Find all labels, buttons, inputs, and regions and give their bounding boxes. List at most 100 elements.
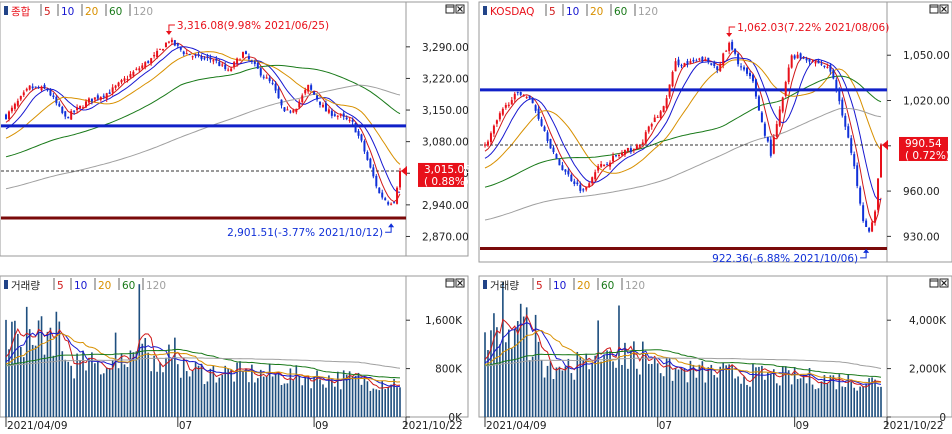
restore-window-button[interactable]	[445, 278, 455, 288]
candle-body	[790, 55, 793, 68]
volume-legend-ma-120: 120	[625, 280, 645, 292]
candle-body	[354, 123, 357, 133]
volume-bar	[283, 383, 286, 417]
candle-body	[522, 95, 525, 97]
volume-bar	[396, 387, 398, 417]
candle-body	[215, 59, 218, 61]
candle-body	[64, 111, 67, 117]
volume-bar	[710, 364, 713, 417]
candle-body	[135, 68, 138, 70]
volume-bar	[138, 284, 141, 417]
restore-window-button[interactable]	[929, 278, 939, 288]
volume-bar	[67, 361, 70, 417]
volume-bar	[680, 367, 683, 417]
candle-body	[653, 117, 656, 122]
volume-bar	[689, 360, 692, 417]
candle-body	[176, 43, 179, 46]
volume-bar	[298, 375, 301, 417]
volume-bar	[591, 363, 594, 417]
last-price-pointer	[401, 165, 407, 176]
candle-body	[617, 155, 620, 157]
candle-body	[182, 51, 185, 55]
volume-bar	[94, 363, 96, 417]
volume-bar	[844, 386, 847, 417]
candle-body	[766, 137, 769, 142]
close-window-button[interactable]	[939, 278, 949, 288]
volume-bar	[770, 374, 772, 417]
volume-ma-line	[5, 331, 401, 388]
close-window-button[interactable]	[455, 278, 465, 288]
volume-bar	[537, 341, 540, 417]
volume-bar	[99, 374, 102, 417]
date-tick-label: 2021/04/09	[7, 420, 68, 432]
volume-bar	[227, 368, 229, 417]
volume-bar	[188, 376, 191, 417]
candle-body	[576, 182, 579, 185]
legend-marker-icon	[4, 6, 8, 15]
volume-bar	[105, 367, 108, 417]
volume-legend-ma-5: 5	[57, 280, 64, 292]
candle-body	[606, 164, 609, 166]
volume-bar	[79, 359, 81, 417]
volume-bar	[20, 347, 22, 417]
candle-body	[510, 100, 513, 105]
volume-bar	[841, 386, 844, 417]
price-tick-label: 960.00	[903, 186, 940, 198]
volume-bar	[375, 389, 378, 417]
candle-body	[67, 116, 70, 119]
candle-body	[573, 181, 576, 184]
volume-bar	[588, 369, 591, 417]
candle-body	[164, 42, 167, 48]
volume-bar	[832, 375, 835, 417]
volume-bar	[513, 328, 516, 417]
last-price-change: ( 0.72%)	[905, 150, 950, 162]
volume-bar	[627, 368, 629, 417]
volume-bar	[271, 376, 274, 417]
legend-ma-120: 120	[133, 6, 153, 18]
candle-body	[734, 48, 737, 54]
volume-bar	[313, 376, 315, 417]
restore-window-button[interactable]	[929, 4, 939, 14]
volume-bar	[644, 353, 647, 417]
volume-bar	[781, 366, 784, 417]
candle-body	[295, 108, 298, 113]
volume-bar	[328, 375, 330, 417]
price-legend: KOSDAQ 5 10 20 60 120	[483, 4, 658, 18]
volume-bar	[390, 384, 392, 417]
volume-bar	[576, 351, 579, 417]
volume-bar	[778, 385, 781, 417]
candle-body	[396, 187, 399, 204]
candle-body	[793, 55, 796, 59]
volume-bar	[552, 379, 555, 417]
volume-bar	[342, 370, 345, 417]
volume-bar	[561, 370, 564, 417]
close-window-button[interactable]	[939, 4, 949, 14]
volume-bar	[600, 361, 602, 417]
close-window-button[interactable]	[455, 4, 465, 14]
volume-bar	[369, 390, 372, 417]
volume-bar	[43, 354, 46, 417]
volume-bar	[874, 379, 876, 417]
candle-body	[298, 101, 301, 108]
candle-body	[360, 134, 363, 141]
volume-bar	[325, 387, 327, 417]
candle-body	[558, 159, 561, 166]
volume-bar	[49, 327, 52, 417]
max-annotation-label: 1,062.03(7.22% 2021/08/06)	[737, 22, 889, 34]
candle-body	[102, 95, 105, 97]
candle-body	[120, 80, 123, 83]
candle-body	[725, 50, 728, 52]
volume-bar	[487, 350, 489, 417]
volume-panel-frame	[478, 275, 952, 418]
candle-body	[567, 170, 570, 175]
volume-bar	[132, 352, 135, 417]
volume-bar	[543, 377, 546, 417]
candle-body	[49, 90, 52, 96]
candle-body	[597, 166, 600, 171]
volume-bar	[647, 363, 650, 417]
legend-series-name: 종합	[11, 6, 31, 18]
restore-window-button[interactable]	[445, 4, 455, 14]
candle-body	[156, 50, 159, 58]
candle-body	[570, 174, 573, 181]
volume-bar	[117, 368, 120, 417]
